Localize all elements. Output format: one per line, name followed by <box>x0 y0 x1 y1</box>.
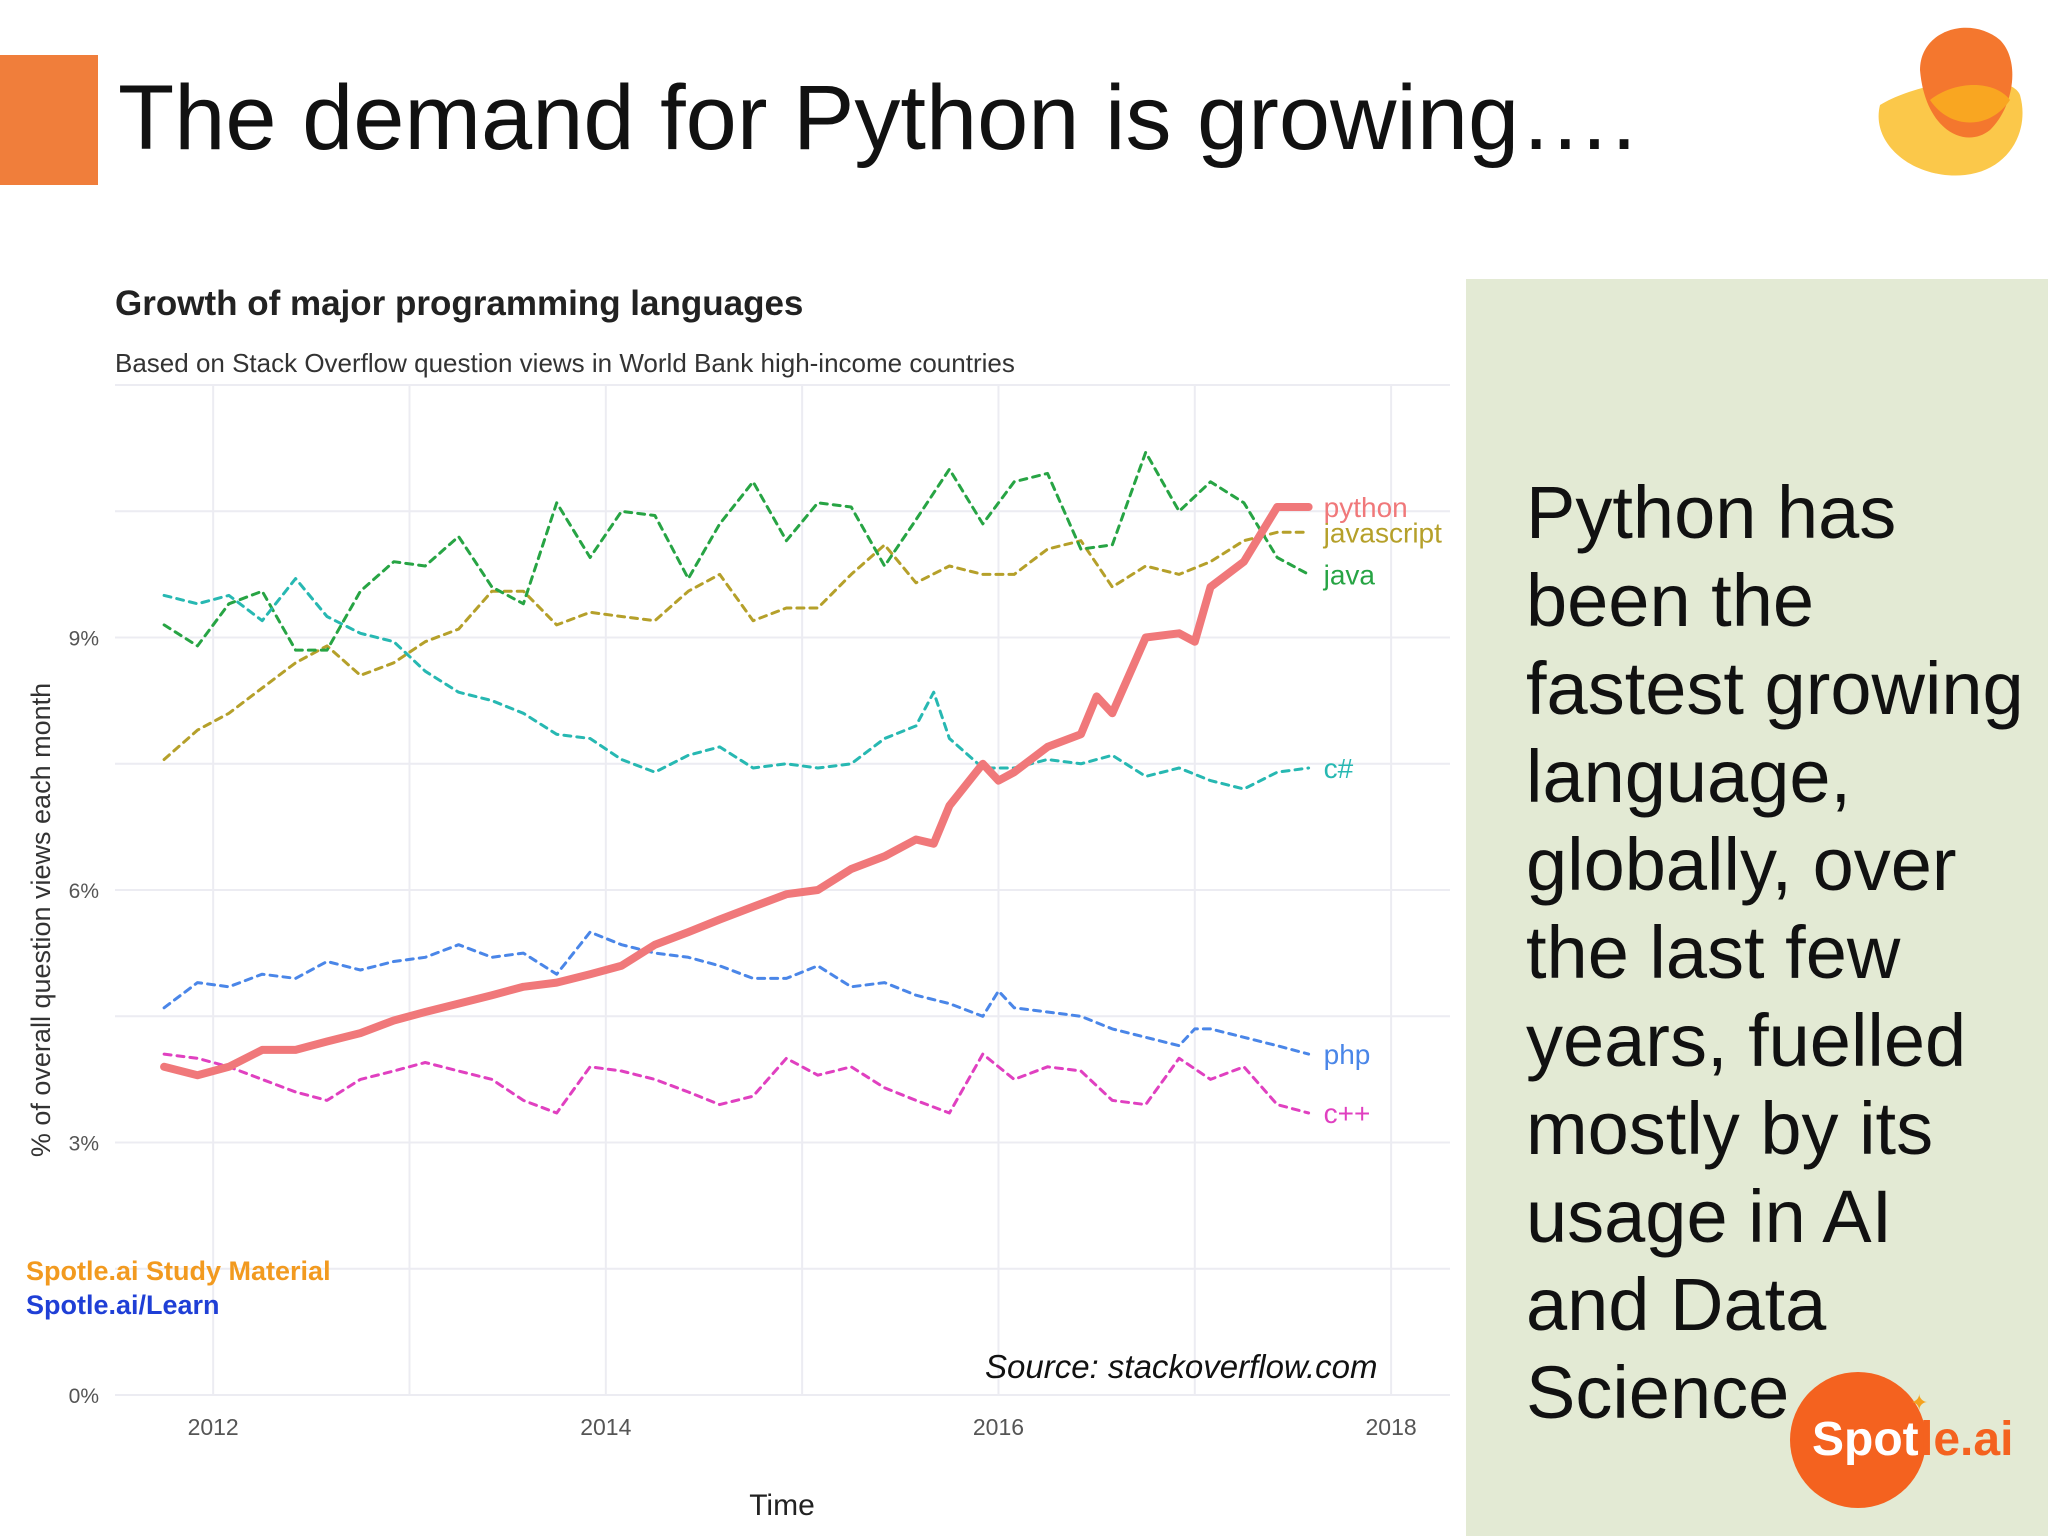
y-axis-label: % of overall question views each month <box>26 683 56 1157</box>
chart-subtitle: Based on Stack Overflow question views i… <box>115 348 1015 378</box>
series-line-python <box>160 503 1313 1080</box>
series-line-csharp <box>162 577 1311 791</box>
x-tick-label: 2016 <box>973 1414 1024 1440</box>
y-tick-label: 3% <box>69 1133 99 1156</box>
y-tick-label: 9% <box>69 628 99 651</box>
logo-circle-icon <box>1790 1372 1926 1508</box>
series-label: java <box>1323 559 1376 590</box>
watermark-learn-link[interactable]: Spotle.ai/Learn <box>26 1290 220 1320</box>
y-tick-label: 6% <box>69 880 99 903</box>
series-label: c++ <box>1324 1098 1371 1129</box>
x-tick-label: 2018 <box>1366 1414 1417 1440</box>
summary-panel: Python has been the fastest growing lang… <box>1466 279 2048 1536</box>
logo-text-le-ai: le.ai <box>1920 1413 2013 1466</box>
watermark-study-material: Spotle.ai Study Material <box>26 1256 331 1286</box>
accent-bar <box>0 55 98 185</box>
series-label: php <box>1324 1039 1371 1070</box>
line-chart: javascript java c# php c++ python 0% 3% 6% 9% 201… <box>26 284 1450 1522</box>
series-lines: javascript java c# php c++ python <box>160 450 1442 1129</box>
brand-blob-icon <box>1878 27 2023 176</box>
series-line-cpp <box>162 1052 1311 1115</box>
chart-title: Growth of major programming languages <box>115 284 803 323</box>
series-label: javascript <box>1323 517 1442 548</box>
y-tick-label: 0% <box>69 1385 99 1408</box>
series-line-java <box>162 450 1311 652</box>
series-line-javascript <box>162 530 1311 761</box>
chart-area: javascript java c# php c++ python 0% 3% 6% 9% 201… <box>0 275 1465 1536</box>
slide-title: The demand for Python is growing…. <box>118 67 1637 169</box>
spotle-logo: Spot le.ai ✦ <box>1790 1372 2013 1508</box>
x-tick-label: 2014 <box>580 1414 631 1440</box>
sparkle-icon: ✦ <box>1910 1391 1928 1416</box>
axis-ticks: 0% 3% 6% 9% 2012 2014 2016 2018 <box>69 628 1417 1441</box>
x-axis-label: Time <box>749 1489 815 1522</box>
logo-text-spot: Spot <box>1812 1413 1919 1466</box>
series-line-php <box>162 930 1311 1056</box>
source-caption: Source: stackoverflow.com <box>985 1348 1378 1385</box>
series-label: python <box>1324 492 1408 523</box>
series-label: c# <box>1324 753 1354 784</box>
summary-text: Python has been the fastest growing lang… <box>1526 471 2024 1434</box>
x-tick-label: 2012 <box>188 1414 239 1440</box>
